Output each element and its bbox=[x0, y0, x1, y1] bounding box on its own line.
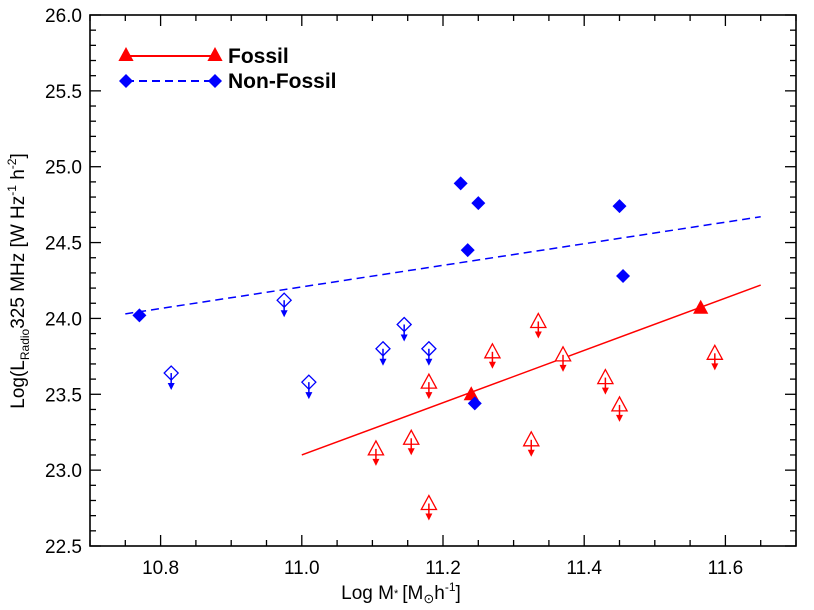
x-tick-label: 11.2 bbox=[425, 558, 461, 579]
legend-diamond-icon bbox=[208, 74, 222, 88]
fossil-upper-limit-point bbox=[367, 439, 385, 466]
arrow-down-icon bbox=[601, 387, 609, 395]
fit-line-fossil bbox=[301, 284, 761, 456]
legend-entry-fossil: Fossil bbox=[118, 45, 289, 68]
arrow-down-icon bbox=[527, 449, 535, 457]
y-tick-label: 26.0 bbox=[45, 6, 82, 27]
legend-label: Fossil bbox=[228, 45, 289, 68]
legend-entry-non-fossil: Non-Fossil bbox=[119, 70, 337, 93]
fossil-upper-limit-point bbox=[529, 312, 548, 339]
legend-diamond-icon bbox=[119, 74, 133, 88]
plot-area bbox=[125, 176, 761, 521]
arrow-down-icon bbox=[616, 414, 623, 422]
arrow-down-icon bbox=[372, 458, 380, 466]
y-tick-label: 23.0 bbox=[45, 461, 82, 482]
non-fossil-detection-diamond bbox=[616, 268, 631, 283]
arrow-down-icon bbox=[407, 448, 415, 456]
fossil-upper-limit-point bbox=[420, 372, 438, 400]
legend-triangle-icon bbox=[207, 47, 223, 61]
non-fossil-detection-diamond bbox=[460, 243, 475, 258]
non-fossil-detection-diamond bbox=[612, 199, 627, 214]
y-tick-label: 22.5 bbox=[45, 537, 82, 558]
x-tick-label: 10.8 bbox=[142, 558, 179, 579]
arrow-down-icon bbox=[559, 364, 567, 372]
fossil-detection-triangle bbox=[693, 299, 709, 314]
non-fossil-upper-limit-point bbox=[375, 340, 391, 366]
fossil-upper-limit-point bbox=[522, 430, 540, 457]
arrow-down-icon bbox=[425, 392, 433, 400]
fossil-upper-limit-point bbox=[402, 428, 420, 456]
legend-label: Non-Fossil bbox=[228, 70, 337, 93]
arrow-down-icon bbox=[305, 392, 313, 400]
non-fossil-upper-limit-point bbox=[300, 374, 317, 400]
non-fossil-detection-diamond bbox=[471, 196, 486, 211]
legend-triangle-icon bbox=[118, 47, 134, 61]
fossil-upper-limit-point bbox=[706, 343, 724, 371]
non-fossil-upper-limit-point bbox=[396, 316, 413, 342]
x-axis-label: Log M* [M⊙h-1] bbox=[341, 580, 461, 606]
fossil-upper-limit-point bbox=[483, 342, 502, 369]
x-tick-label: 11.4 bbox=[566, 558, 602, 579]
fit-line-non-fossil bbox=[125, 216, 761, 315]
non-fossil-detection-diamond bbox=[132, 308, 147, 323]
y-tick-label: 25.0 bbox=[45, 158, 82, 179]
arrow-down-icon bbox=[534, 331, 542, 339]
arrow-down-icon bbox=[488, 361, 496, 369]
arrow-down-icon bbox=[711, 363, 719, 371]
axes: 10.8 11.0 11.2 11.4 11.6 22.5 23.0 23.5 24.0 24.5… bbox=[45, 6, 797, 579]
arrow-down-icon bbox=[167, 383, 175, 391]
x-tick-label: 11.6 bbox=[708, 558, 744, 579]
arrow-down-icon bbox=[379, 358, 387, 366]
non-fossil-detection-diamond bbox=[453, 176, 468, 191]
y-axis-label: Log(LRadio325 MHz [W Hz-1 h-2] bbox=[5, 153, 32, 408]
x-tick-label: 11.0 bbox=[284, 558, 320, 579]
non-fossil-detection-diamond bbox=[467, 396, 482, 411]
arrow-down-icon bbox=[280, 310, 288, 318]
arrow-down-icon bbox=[425, 358, 433, 366]
non-fossil-upper-limit-point bbox=[163, 365, 180, 391]
arrow-down-icon bbox=[400, 334, 408, 342]
fossil-upper-limit-point bbox=[596, 368, 615, 395]
y-tick-label: 24.0 bbox=[45, 309, 82, 330]
fossil-upper-limit-point bbox=[610, 395, 629, 422]
fossil-upper-limit-point bbox=[554, 345, 572, 372]
fossil-upper-limit-point bbox=[420, 494, 438, 521]
y-tick-label: 23.5 bbox=[45, 385, 82, 406]
arrow-down-icon bbox=[425, 513, 433, 521]
y-tick-label: 24.5 bbox=[45, 234, 82, 255]
non-fossil-upper-limit-point bbox=[420, 340, 437, 366]
y-tick-label: 25.5 bbox=[45, 82, 82, 103]
non-fossil-upper-limit-point bbox=[276, 292, 293, 318]
